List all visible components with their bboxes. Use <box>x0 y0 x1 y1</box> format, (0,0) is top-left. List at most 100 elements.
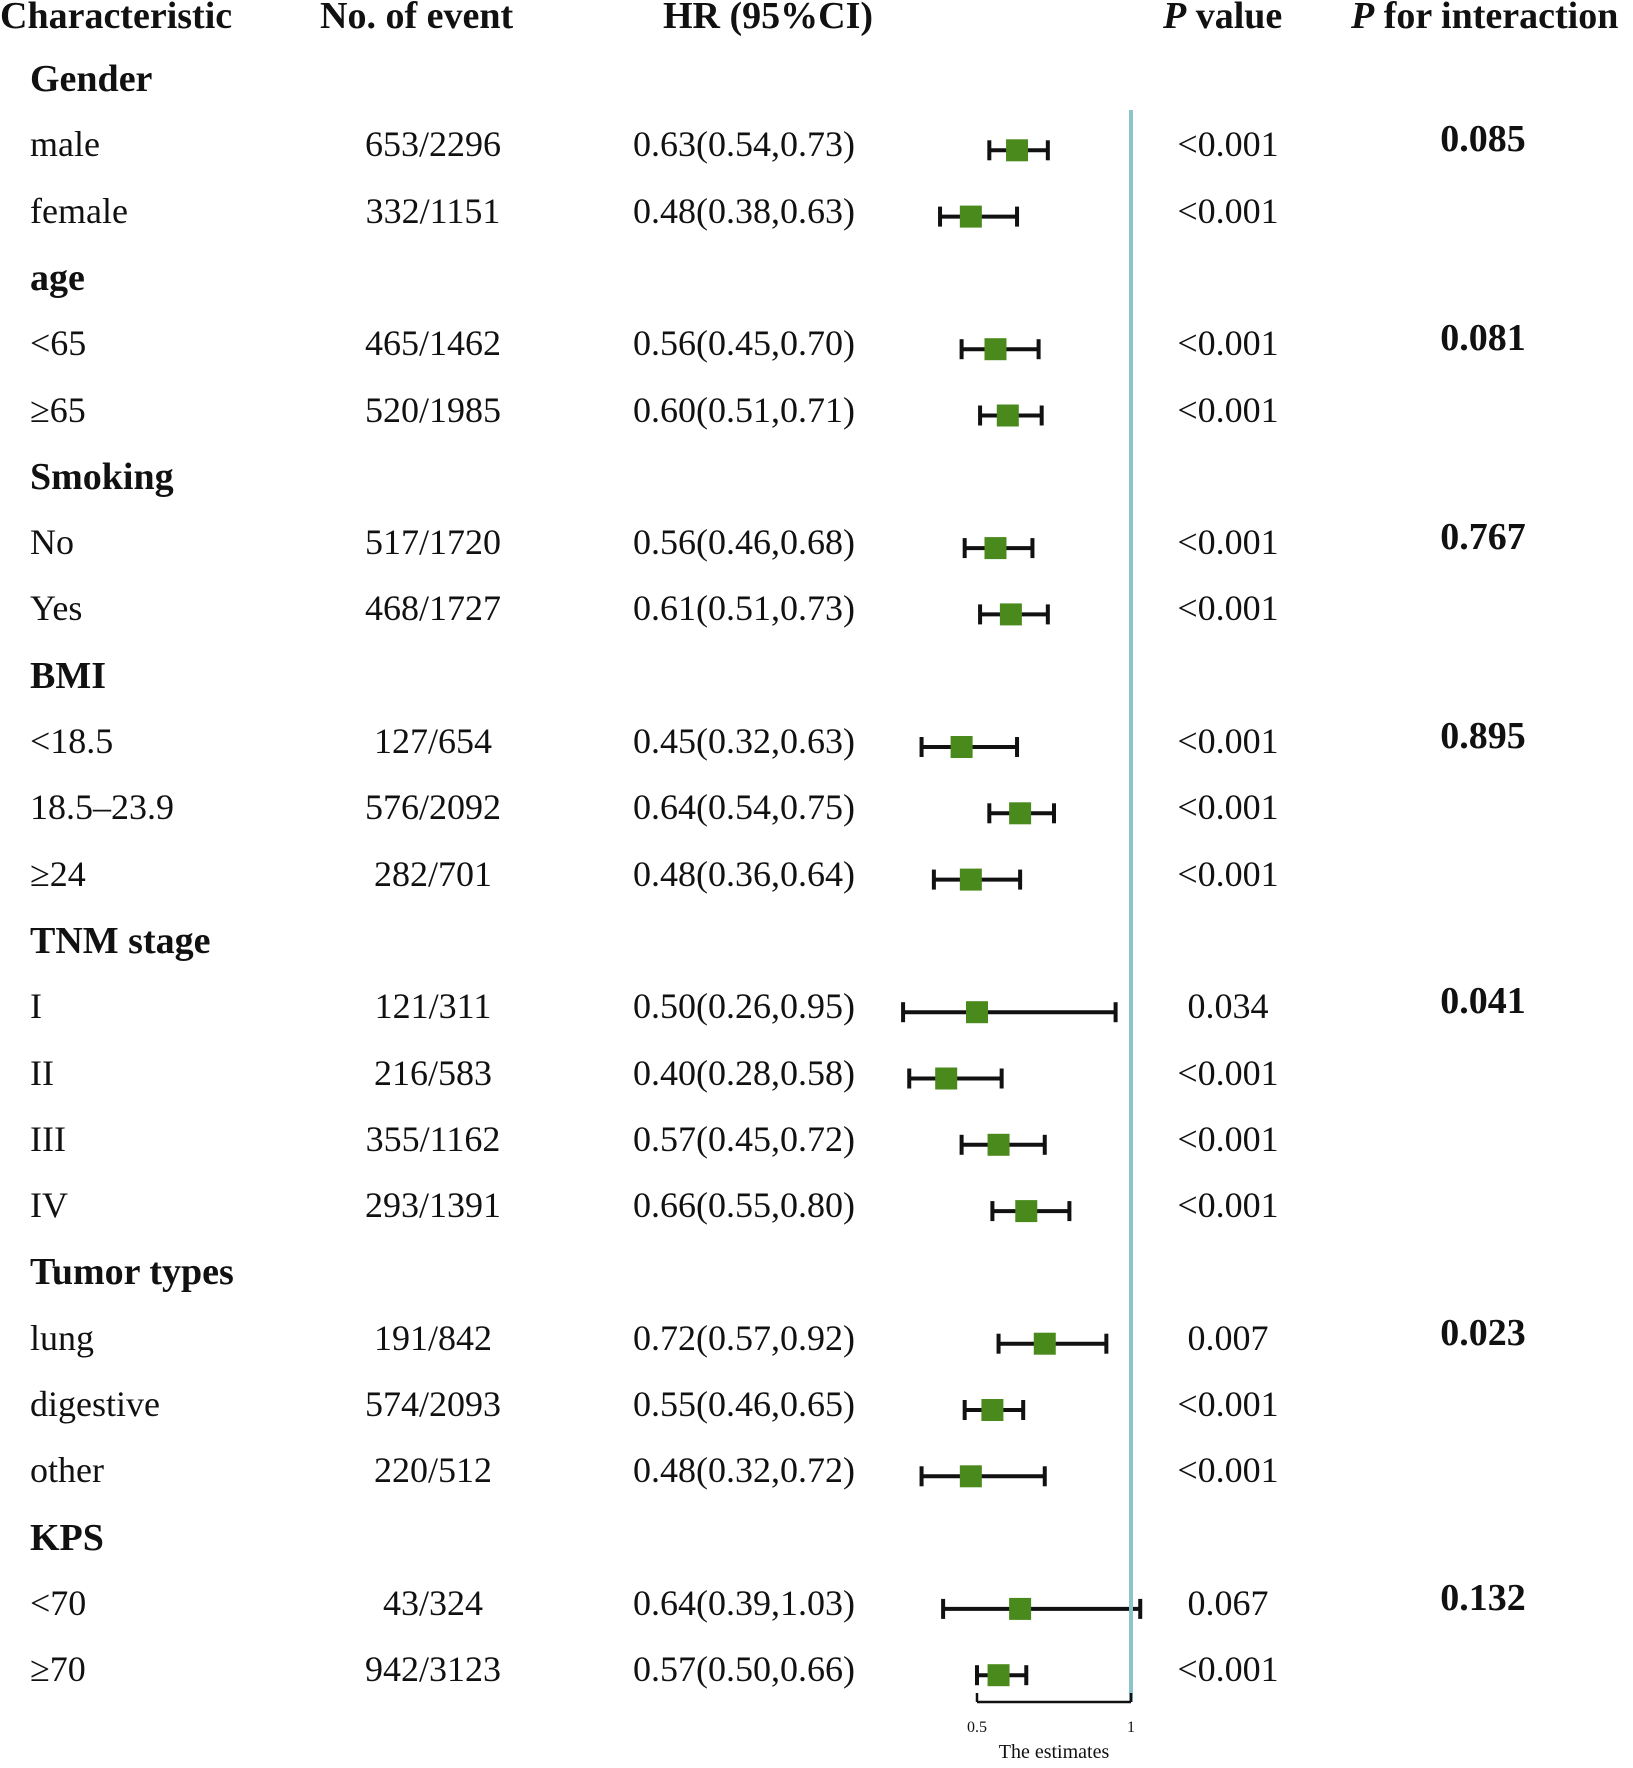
row-p-value: 0.067 <box>1187 1582 1269 1623</box>
row-p-value: <0.001 <box>1177 1185 1279 1226</box>
row-events: 220/512 <box>373 1450 492 1491</box>
row-hr-text: 0.40(0.28,0.58) <box>633 1052 855 1093</box>
row-label: lung <box>30 1317 95 1358</box>
row-label: IV <box>30 1185 68 1226</box>
x-axis-label: The estimates <box>999 1741 1110 1763</box>
row-label: <65 <box>30 323 87 364</box>
row-p-value: <0.001 <box>1177 1450 1279 1491</box>
row-hr-text: 0.61(0.51,0.73) <box>633 588 855 629</box>
p-interaction-value: 0.023 <box>1440 1311 1526 1354</box>
row-hr-text: 0.55(0.46,0.65) <box>633 1384 855 1424</box>
hr-point <box>1006 139 1029 162</box>
row-p-value: <0.001 <box>1177 190 1279 231</box>
row-label: other <box>30 1450 104 1491</box>
row-events: 332/1151 <box>365 190 501 231</box>
group-heading: Smoking <box>30 455 174 498</box>
row-hr-text: 0.56(0.45,0.70) <box>633 323 855 364</box>
row-label: No <box>30 522 74 563</box>
row-hr-text: 0.72(0.57,0.92) <box>633 1317 855 1358</box>
row-label: female <box>30 190 128 231</box>
header-hr: HR (95%CI) <box>663 0 874 37</box>
hr-point <box>984 338 1007 361</box>
hr-point <box>959 868 982 891</box>
row-hr-text: 0.48(0.36,0.64) <box>633 853 855 894</box>
row-events: 191/842 <box>373 1317 492 1358</box>
row-label: ≥24 <box>30 853 86 894</box>
row-label: III <box>30 1118 66 1159</box>
row-label: Yes <box>30 588 83 629</box>
hr-point <box>996 404 1019 427</box>
hr-point <box>1009 1597 1032 1620</box>
row-events: 653/2296 <box>364 124 501 165</box>
row-p-value: <0.001 <box>1177 721 1279 761</box>
header-p-value: P value <box>1163 0 1282 38</box>
row-hr-text: 0.48(0.32,0.72) <box>633 1450 855 1491</box>
row-events: 520/1985 <box>364 389 501 430</box>
row-events: 121/311 <box>374 986 492 1027</box>
row-p-value: <0.001 <box>1177 787 1279 828</box>
row-label: <70 <box>30 1582 87 1623</box>
header-events: No. of event <box>320 0 514 37</box>
group-heading: Gender <box>30 58 153 100</box>
row-events: 282/701 <box>373 853 492 894</box>
group-heading: BMI <box>30 654 106 697</box>
header-pint-italic: P <box>1351 0 1375 37</box>
row-p-value: <0.001 <box>1177 522 1279 563</box>
row-hr-text: 0.57(0.50,0.66) <box>633 1649 855 1690</box>
row-p-value: <0.001 <box>1177 1384 1279 1424</box>
p-interaction-value: 0.895 <box>1440 715 1526 757</box>
row-p-value: 0.034 <box>1187 986 1269 1027</box>
row-p-value: <0.001 <box>1177 389 1279 430</box>
header-characteristic: Characteristic <box>0 0 233 37</box>
group-heading: Tumor types <box>30 1251 234 1294</box>
row-hr-text: 0.66(0.55,0.80) <box>633 1185 855 1226</box>
row-hr-text: 0.63(0.54,0.73) <box>633 124 855 165</box>
row-label: II <box>30 1052 54 1093</box>
row-events: 43/324 <box>382 1582 483 1623</box>
row-label: <18.5 <box>30 721 114 761</box>
row-hr-text: 0.64(0.39,1.03) <box>633 1582 855 1623</box>
hr-point <box>1009 802 1032 825</box>
row-events: 293/1391 <box>364 1185 501 1226</box>
group-heading: KPS <box>30 1516 104 1559</box>
row-hr-text: 0.48(0.38,0.63) <box>633 190 855 231</box>
row-p-value: <0.001 <box>1177 1649 1279 1690</box>
row-label: I <box>30 986 42 1027</box>
p-interaction-value: 0.041 <box>1440 980 1526 1023</box>
row-events: 576/2092 <box>364 787 501 828</box>
hr-point <box>966 1001 988 1024</box>
x-tick-label: 0.5 <box>967 1719 987 1736</box>
hr-point <box>950 736 973 758</box>
hr-point <box>981 1399 1004 1421</box>
row-p-value: 0.007 <box>1187 1317 1269 1358</box>
row-hr-text: 0.64(0.54,0.75) <box>633 787 855 828</box>
row-p-value: <0.001 <box>1177 1118 1279 1159</box>
row-p-value: <0.001 <box>1177 124 1279 165</box>
row-hr-text: 0.45(0.32,0.63) <box>633 721 855 761</box>
hr-point <box>1015 1200 1038 1223</box>
p-interaction-value: 0.132 <box>1440 1576 1526 1619</box>
row-hr-text: 0.57(0.45,0.72) <box>633 1118 855 1159</box>
header-pint-rest: for interaction <box>1374 0 1619 37</box>
row-events: 517/1720 <box>364 522 501 563</box>
row-label: ≥65 <box>30 389 86 430</box>
hr-point <box>935 1067 958 1090</box>
header-p-interaction: P for interaction <box>1351 0 1618 38</box>
row-events: 216/583 <box>373 1052 492 1093</box>
row-events: 574/2093 <box>364 1384 501 1424</box>
hr-point <box>1033 1332 1056 1355</box>
row-hr-text: 0.50(0.26,0.95) <box>633 986 855 1027</box>
row-events: 127/654 <box>373 721 492 761</box>
row-events: 355/1162 <box>365 1118 501 1159</box>
row-p-value: <0.001 <box>1177 1052 1279 1093</box>
hr-point <box>999 603 1022 626</box>
row-label: digestive <box>30 1384 160 1424</box>
row-p-value: <0.001 <box>1177 323 1279 364</box>
row-events: 942/3123 <box>364 1649 501 1690</box>
hr-point <box>959 1465 982 1488</box>
x-tick-label: 1 <box>1127 1719 1135 1736</box>
group-heading: age <box>30 256 85 299</box>
row-events: 465/1462 <box>364 323 501 364</box>
row-p-value: <0.001 <box>1177 588 1279 629</box>
